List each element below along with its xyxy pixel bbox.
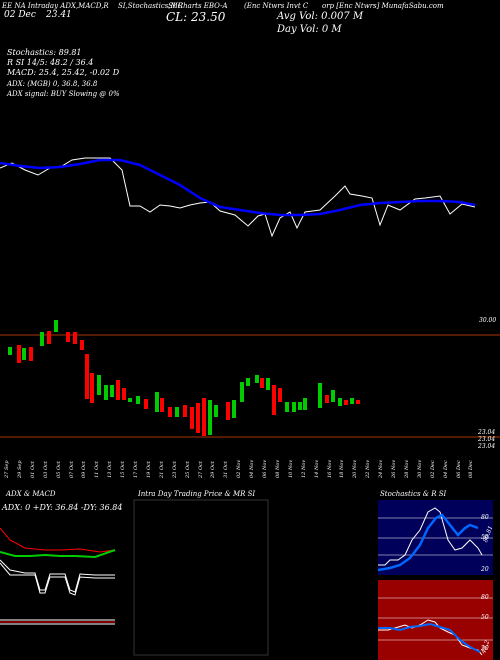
intraday-panel-box bbox=[133, 499, 269, 656]
date-tick: 02 Nov bbox=[236, 459, 243, 478]
candles bbox=[8, 320, 360, 436]
stoch-d-line bbox=[377, 513, 479, 572]
adx-signal-readout: ADX signal: BUY Slowing @ 0% bbox=[7, 90, 120, 98]
stochastics-panel-title: Stochastics & R SI bbox=[380, 490, 447, 498]
date-tick: 10 Nov bbox=[287, 459, 294, 478]
date-tick: 06 Nov bbox=[262, 459, 268, 478]
date-tick: 14 Nov bbox=[313, 459, 320, 478]
rsi-tick-50: 50 bbox=[481, 614, 489, 621]
stoch-tick-50: 50 bbox=[481, 534, 489, 541]
date-tick: 29 Oct bbox=[210, 461, 217, 478]
header-title-2: SI,Stochastics,MR bbox=[118, 2, 184, 10]
macd-readout: MACD: 25.4, 25.42, -0.02 D bbox=[7, 68, 120, 77]
date-tick: 12 Nov bbox=[300, 459, 307, 478]
moving-average-line bbox=[0, 158, 476, 217]
day-volume: Day Vol: 0 M bbox=[277, 24, 342, 35]
avg-volume: Avg Vol: 0.007 M bbox=[277, 11, 364, 22]
date-tick: 27 Sep bbox=[4, 460, 10, 478]
date-tick: 16 Nov bbox=[326, 459, 333, 478]
date-tick: 02 Dec bbox=[429, 460, 436, 478]
rsi-line bbox=[378, 619, 483, 656]
header-title-5: orp [Enc Ntwrs] MunafaSabu.com bbox=[322, 2, 444, 10]
date-tick: 06 Dec bbox=[455, 460, 462, 478]
date-tick: 11 Oct bbox=[94, 461, 101, 478]
date-tick: 04 Nov bbox=[249, 459, 256, 478]
date-tick: 31 Oct bbox=[223, 461, 230, 478]
date-tick: 17 Oct bbox=[133, 461, 139, 478]
price-axis-bottom-3: 23.04 bbox=[478, 443, 496, 450]
rsi-readout: R SI 14/5: 48.2 / 36.4 bbox=[7, 58, 94, 67]
stoch-tick-80: 80 bbox=[481, 514, 489, 521]
date-tick: 27 Oct bbox=[197, 461, 204, 478]
header-title-3: SI Charts EBO-A bbox=[168, 2, 228, 10]
stochastics-panel-bg bbox=[378, 500, 493, 575]
date-tick: 08 Dec bbox=[468, 460, 475, 478]
price-axis-bottom-1: 23.04 bbox=[478, 429, 496, 436]
date-tick: 01 Oct bbox=[29, 461, 36, 478]
date-tick: 24 Nov bbox=[378, 459, 385, 478]
date-tick: 21 Oct bbox=[158, 461, 165, 478]
date-tick: 22 Nov bbox=[365, 459, 372, 478]
adx-readout: ADX: (MGB) 0, 36.8, 36.8 bbox=[7, 80, 98, 88]
date-tick: 25 Oct bbox=[184, 461, 191, 478]
date-tick: 09 Oct bbox=[81, 461, 88, 478]
date-tick: 03 Oct bbox=[42, 461, 49, 478]
price-label: 23.41 bbox=[46, 10, 72, 20]
rsi-panel-bg bbox=[378, 580, 493, 660]
date-tick: 28 Nov bbox=[403, 459, 410, 478]
macd-panel-bg bbox=[0, 625, 115, 660]
price-line bbox=[0, 157, 476, 238]
close-label: CL: 23.50 bbox=[166, 10, 226, 24]
date-tick: 30 Nov bbox=[416, 459, 423, 478]
stoch-tick-20: 20 bbox=[481, 566, 489, 573]
price-axis-top: 30.00 bbox=[479, 317, 497, 324]
intraday-panel-title: Intra Day Trading Price & MR SI bbox=[138, 490, 256, 498]
date-tick: 08 Nov bbox=[274, 459, 281, 478]
date-tick: 29 Sep bbox=[16, 460, 23, 478]
stochastics-readout: Stochastics: 89.81 bbox=[7, 48, 82, 57]
adx-panel-lines bbox=[0, 527, 116, 625]
date-tick: 19 Oct bbox=[145, 461, 152, 478]
date-tick: 13 Oct bbox=[107, 461, 114, 478]
rsi-signal-line bbox=[378, 622, 481, 653]
date-tick: 15 Oct bbox=[120, 461, 127, 478]
adx-panel-values: ADX: 0 +DY: 36.84 -DY: 36.84 bbox=[2, 503, 123, 512]
date-tick: 18 Nov bbox=[339, 459, 346, 478]
date-tick: 04 Dec bbox=[442, 460, 449, 478]
date-tick: 23 Oct bbox=[171, 461, 178, 478]
rsi-tick-80: 80 bbox=[481, 594, 489, 601]
header-title: EE NA Intraday ADX,MACD,R bbox=[2, 2, 109, 10]
date-tick: 05 Oct bbox=[55, 461, 62, 478]
stoch-k-line bbox=[378, 507, 483, 566]
price-axis-bottom-2: 23.04 bbox=[478, 436, 496, 443]
date-tick: 20 Nov bbox=[352, 459, 359, 478]
date-tick: 26 Nov bbox=[391, 459, 397, 478]
header-title-4: (Enc Ntwrs Invt C bbox=[244, 2, 309, 10]
date-label: 02 Dec bbox=[4, 10, 36, 20]
date-tick: 07 Oct bbox=[68, 461, 75, 478]
adx-panel-title: ADX & MACD bbox=[6, 490, 56, 498]
rsi-tick-20: 20 bbox=[481, 645, 489, 652]
